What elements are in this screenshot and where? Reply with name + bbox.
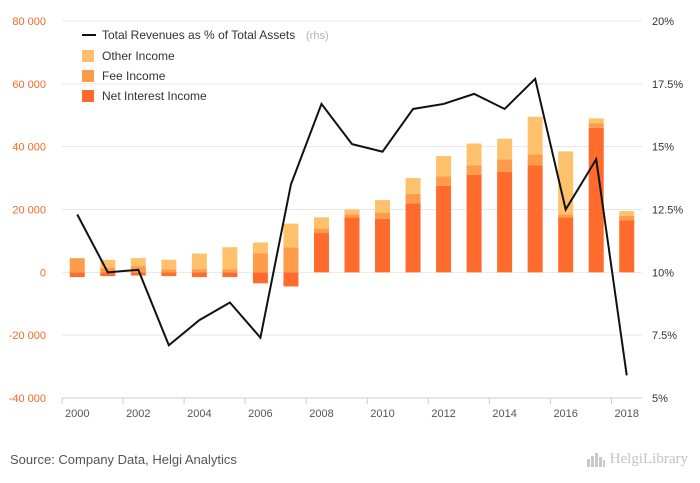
bar-other-income: [375, 200, 391, 213]
bar-other-income: [588, 118, 604, 124]
source-note: Source: Company Data, Helgi Analytics: [10, 452, 237, 467]
bar-net-interest-income: [222, 272, 238, 278]
y-left-tick-label: 40 000: [12, 142, 46, 154]
bar-other-income: [313, 217, 329, 229]
y-right-tick-label: 7.5%: [652, 330, 677, 342]
bar-other-income: [466, 143, 482, 166]
x-tick-label: 2000: [65, 408, 89, 420]
bar-other-income: [405, 178, 421, 194]
x-tick-label: 2010: [370, 408, 394, 420]
bar-net-interest-income: [252, 272, 268, 284]
y-left-tick-label: 60 000: [12, 79, 46, 91]
legend-label-line: Total Revenues as % of Total Assets: [102, 28, 295, 42]
y-right-tick-label: 12.5%: [652, 205, 683, 217]
x-tick-label: 2002: [126, 408, 150, 420]
bar-fee-income: [375, 212, 391, 219]
y-right-tick-label: 10%: [652, 267, 674, 279]
x-tick-label: 2008: [309, 408, 333, 420]
bar-fee-income: [497, 159, 513, 172]
bar-fee-income: [69, 258, 85, 273]
x-tick-label: 2014: [492, 408, 516, 420]
bar-fee-income: [344, 214, 360, 218]
bar-fee-income: [252, 253, 268, 273]
bar-other-income: [344, 209, 360, 215]
y-right-tick-label: 5%: [652, 393, 668, 405]
brand-text: HelgiLibrary: [609, 451, 688, 467]
bar-net-interest-income: [375, 218, 391, 273]
y-right-tick-label: 15%: [652, 142, 674, 154]
x-tick-label: 2012: [431, 408, 455, 420]
bar-net-interest-income: [497, 171, 513, 273]
bar-fee-income: [161, 269, 177, 273]
legend-label: Fee Income: [102, 69, 166, 83]
bar-other-income: [283, 223, 299, 248]
bar-fee-income: [588, 123, 604, 128]
bar-other-income: [252, 242, 268, 254]
bar-net-interest-income: [100, 272, 116, 277]
bar-fee-income: [527, 154, 543, 166]
bar-net-interest-income: [619, 220, 635, 273]
x-tick-label: 2018: [614, 408, 638, 420]
x-tick-label: 2006: [248, 408, 272, 420]
bar-net-interest-income: [161, 272, 177, 277]
bar-other-income: [191, 253, 207, 270]
bar-net-interest-income: [344, 217, 360, 273]
legend-label: Other Income: [102, 49, 175, 63]
legend-swatch-net-interest-income: [82, 90, 94, 102]
bar-fee-income: [405, 193, 421, 204]
bar-net-interest-income: [130, 272, 146, 276]
x-tick-label: 2004: [187, 408, 211, 420]
bar-fee-income: [313, 228, 329, 234]
bar-other-income: [130, 258, 146, 267]
legend-label-line-suffix: (rhs): [306, 30, 329, 42]
bar-other-income: [436, 156, 452, 177]
bar-other-income: [222, 247, 238, 270]
line-total-revenues-pct: [76, 76, 628, 376]
bar-net-interest-income: [405, 203, 421, 273]
bar-other-income: [497, 138, 513, 160]
y-left-tick-label: -40 000: [9, 393, 46, 405]
bar-other-income: [527, 116, 543, 155]
bar-other-income: [161, 259, 177, 270]
legend-label: Net Interest Income: [102, 89, 207, 103]
x-tick-label: 2016: [553, 408, 577, 420]
bar-net-interest-income: [191, 272, 207, 278]
bar-other-income: [619, 211, 635, 216]
bar-fee-income: [222, 269, 238, 273]
bar-fee-income: [436, 176, 452, 186]
bar-fee-income: [466, 165, 482, 175]
y-left-tick-label: 80 000: [12, 16, 46, 28]
bar-fee-income: [619, 215, 635, 221]
bar-net-interest-income: [313, 233, 329, 273]
bar-fee-income: [100, 267, 116, 273]
legend-swatch-other-income: [82, 50, 94, 62]
bar-fee-income: [283, 247, 299, 273]
y-left-tick-label: -20 000: [9, 330, 46, 342]
bar-fee-income: [558, 214, 574, 218]
legend-swatch-fee-income: [82, 70, 94, 82]
bar-net-interest-income: [558, 217, 574, 273]
bar-net-interest-income: [69, 272, 85, 278]
bar-other-income: [100, 259, 116, 268]
bar-other-income: [558, 151, 574, 215]
bar-net-interest-income: [436, 185, 452, 273]
bar-net-interest-income: [527, 165, 543, 273]
bar-net-interest-income: [283, 272, 299, 287]
skyline-icon: [586, 452, 605, 467]
y-right-tick-label: 17.5%: [652, 79, 683, 91]
bar-net-interest-income: [466, 174, 482, 273]
bar-fee-income: [191, 269, 207, 273]
brand-logo: HelgiLibrary: [586, 451, 688, 468]
y-left-tick-label: 0: [40, 267, 46, 279]
y-right-tick-label: 20%: [652, 16, 674, 28]
y-left-tick-label: 20 000: [12, 205, 46, 217]
